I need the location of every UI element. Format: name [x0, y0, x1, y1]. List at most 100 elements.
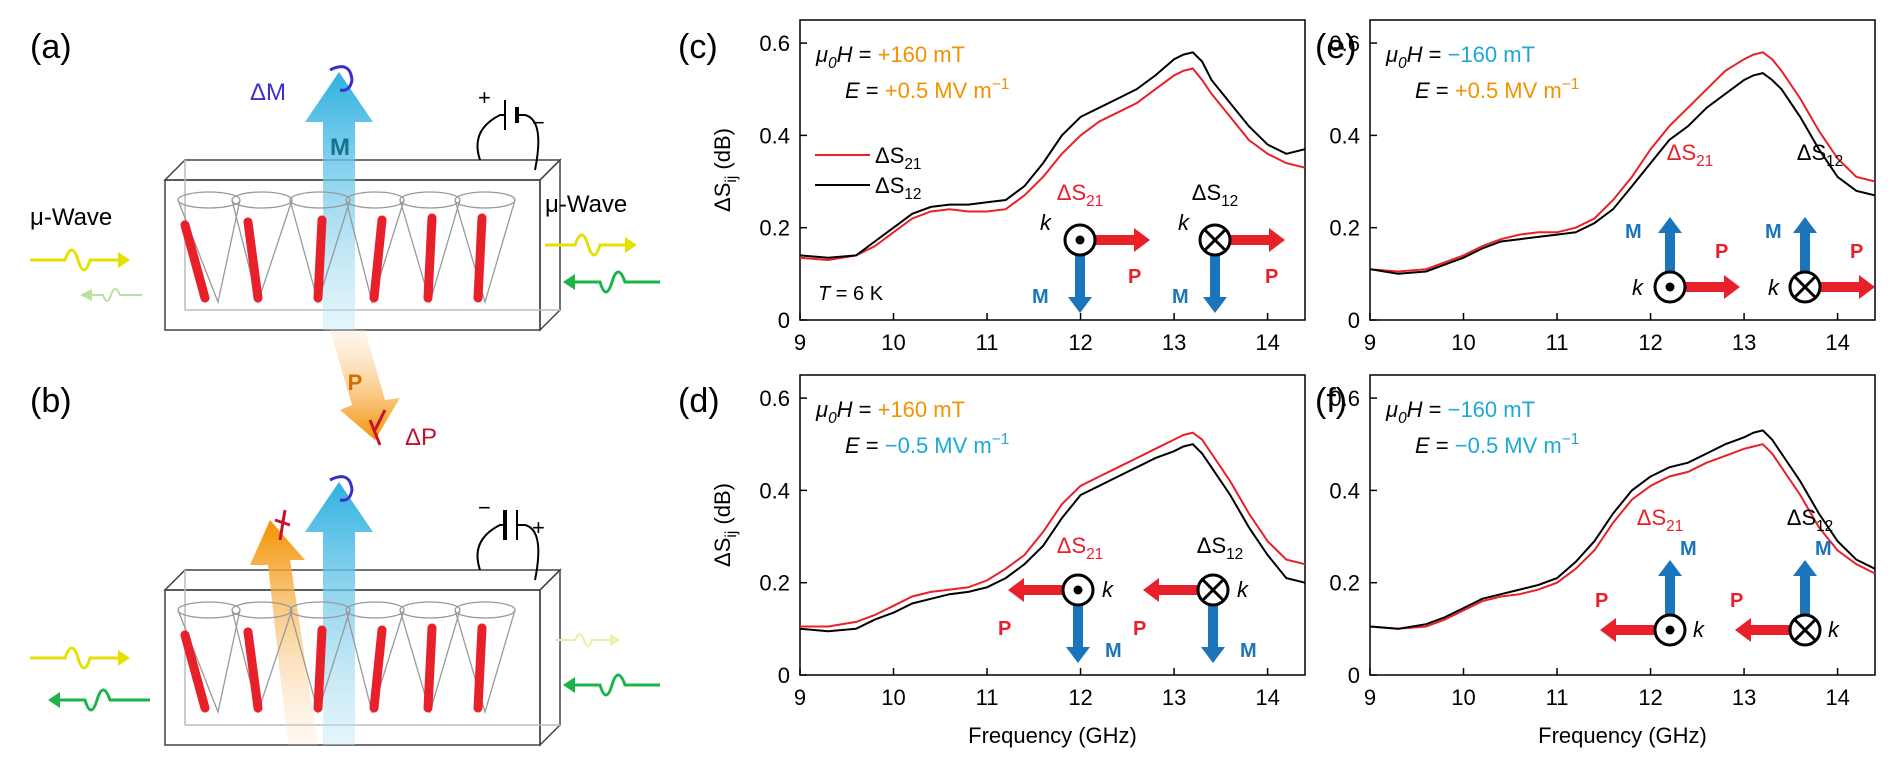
wave-arrow-a-left-back	[80, 289, 92, 301]
p-label-a: P	[348, 370, 363, 395]
p-arrow-a	[330, 330, 400, 440]
wave-icon-a-right	[545, 233, 625, 257]
field-annotation: μ0H = −160 mT	[1385, 42, 1535, 72]
x-tick-label: 9	[794, 330, 806, 355]
m-arrow-a	[305, 72, 373, 330]
y-axis-label: ΔSij (dB)	[710, 483, 740, 567]
y-tick-label: 0.2	[1329, 216, 1360, 241]
plot-frame	[1369, 19, 1876, 321]
y-tick-label: 0.2	[759, 571, 790, 596]
p-arrow-head	[1269, 228, 1285, 252]
p-label: P	[1133, 618, 1146, 640]
k-label: k	[1102, 577, 1114, 602]
p-label: P	[1730, 590, 1743, 612]
x-axis-label: Frequency (GHz)	[968, 723, 1137, 748]
k-label: k	[1178, 210, 1190, 235]
y-tick-label: 0	[778, 308, 790, 333]
series-line-dS12	[1369, 72, 1876, 275]
m-arrow-head	[1066, 647, 1090, 663]
temperature-annotation: T = 6 K	[818, 283, 884, 305]
panel-label-a: (a)	[30, 28, 72, 66]
m-arrow-head	[1793, 560, 1817, 576]
k-cross	[1203, 228, 1227, 252]
x-tick-label: 14	[1255, 330, 1279, 355]
m-arrow-head	[1068, 297, 1092, 313]
x-tick-label: 11	[976, 330, 999, 355]
plot-frame	[799, 19, 1306, 321]
x-tick-label: 13	[1732, 330, 1756, 355]
m-arrow-b	[305, 482, 373, 745]
x-tick-label: 13	[1162, 330, 1186, 355]
m-label: M	[1625, 221, 1642, 243]
p-label: P	[1128, 266, 1141, 288]
m-label: M	[1680, 538, 1697, 560]
k-cross	[1201, 578, 1225, 602]
legend-entry: ΔS21	[875, 143, 922, 173]
chart-panel-f: (f) 9 10 11 12 13 14 0 0.2 0.4 0.6 Frequency (GHz) μ…	[1315, 374, 1876, 748]
k-dot	[1665, 282, 1675, 292]
k-dot	[1665, 625, 1675, 635]
inset-label: ΔS21	[1057, 180, 1104, 210]
battery-minus-b: −	[478, 495, 491, 520]
x-tick-label: 10	[881, 330, 905, 355]
y-tick-label: 0.4	[759, 478, 790, 503]
series-line-dS12	[1369, 429, 1876, 630]
y-tick-label: 0.2	[1329, 571, 1360, 596]
x-tick-label: 13	[1162, 685, 1186, 710]
y-tick-label: 0.4	[759, 123, 790, 148]
k-label: k	[1828, 617, 1840, 642]
delta-m-label-a: ΔM	[250, 79, 286, 106]
wave-arrow-a-right	[625, 237, 637, 253]
efield-annotation: E = −0.5 MV m−1	[845, 431, 1009, 458]
x-tick-label: 13	[1732, 685, 1756, 710]
field-annotation: μ0H = +160 mT	[815, 42, 965, 72]
chart-panel-c: (c) 9 10 11 12 13 14 0 0.2 0.4 0.6 ΔSij (dB) μ0H = +…	[678, 19, 1306, 355]
x-tick-label: 11	[1546, 685, 1569, 710]
panel-label: (e)	[1315, 28, 1357, 66]
k-label: k	[1040, 210, 1052, 235]
wave-arrow-b-right	[610, 634, 620, 646]
series-line-dS12	[799, 51, 1306, 259]
x-tick-label: 10	[1451, 330, 1475, 355]
inset-label: ΔS12	[1192, 180, 1239, 210]
x-tick-label: 12	[1068, 685, 1092, 710]
y-axis-label: ΔSij (dB)	[710, 128, 740, 212]
crystal-box-a	[163, 158, 562, 332]
wave-icon-a-left-back	[92, 288, 142, 302]
k-label: k	[1768, 275, 1780, 300]
wave-icon-b-right	[555, 633, 610, 647]
m-arrow-head	[1658, 217, 1682, 233]
wave-label-a-right: μ-Wave	[545, 191, 627, 218]
y-tick-label: 0.4	[1329, 123, 1360, 148]
wave-arrow-a-left	[118, 252, 130, 268]
y-tick-label: 0	[778, 663, 790, 688]
p-arrow-head	[1735, 618, 1751, 642]
y-tick-label: 0	[1348, 308, 1360, 333]
x-tick-label: 9	[1364, 685, 1376, 710]
wave-label-a-left: μ-Wave	[30, 204, 112, 231]
p-oscillation-icon-a	[368, 409, 387, 446]
battery-plus-b: +	[532, 515, 545, 540]
wave-icon-b-left	[30, 646, 120, 670]
wave-icon-a-right-back	[575, 270, 660, 294]
k-label: k	[1632, 275, 1644, 300]
m-label: M	[1032, 286, 1049, 308]
efield-annotation: E = +0.5 MV m−1	[845, 76, 1009, 103]
m-label: M	[1240, 640, 1257, 662]
p-label: P	[1850, 241, 1863, 263]
y-tick-label: 0.6	[1329, 386, 1360, 411]
charts: (c) 9 10 11 12 13 14 0 0.2 0.4 0.6 ΔSij (dB) μ0H = +…	[678, 19, 1876, 748]
p-label: P	[998, 618, 1011, 640]
inset-label: ΔS21	[1667, 140, 1714, 170]
spin-arrows-a	[180, 213, 487, 303]
plot-frame	[799, 374, 1306, 676]
p-arrow-head	[1134, 228, 1150, 252]
wave-icon-b-right-back	[575, 673, 660, 697]
x-tick-label: 14	[1255, 685, 1279, 710]
y-tick-label: 0.6	[759, 386, 790, 411]
m-arrow-head	[1203, 297, 1227, 313]
wave-arrow-a-right-back	[563, 274, 575, 290]
y-tick-label: 0.2	[759, 216, 790, 241]
series-line-dS21	[799, 67, 1306, 262]
m-label: M	[1172, 286, 1189, 308]
